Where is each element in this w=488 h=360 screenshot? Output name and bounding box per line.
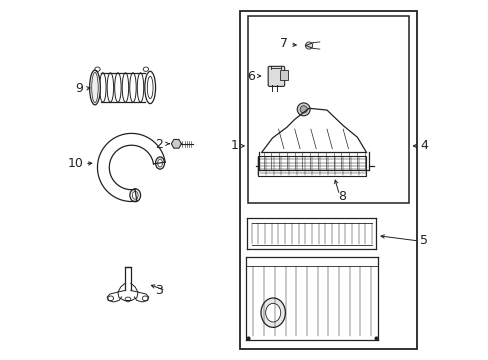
Text: 1: 1 [230,139,238,152]
Polygon shape [171,139,181,148]
Ellipse shape [158,159,162,167]
Ellipse shape [155,157,164,169]
Text: 6: 6 [247,69,255,82]
Text: 9: 9 [75,82,83,95]
Text: 3: 3 [155,284,163,297]
Bar [240,11,416,349]
Text: 10: 10 [67,157,83,170]
Text: 7: 7 [279,37,287,50]
FancyBboxPatch shape [267,66,284,86]
Ellipse shape [89,70,100,105]
Ellipse shape [108,296,113,301]
Text: 8: 8 [337,190,345,203]
Ellipse shape [142,296,148,301]
Text: 2: 2 [155,138,163,150]
Ellipse shape [265,303,280,322]
Ellipse shape [130,189,141,202]
Text: 5: 5 [419,234,427,247]
Ellipse shape [125,297,131,302]
Ellipse shape [132,191,138,199]
Text: 4: 4 [419,139,427,152]
Bar [280,69,287,80]
Bar [258,156,366,176]
Circle shape [300,106,306,113]
Ellipse shape [261,298,285,327]
Circle shape [305,42,312,49]
Circle shape [297,103,309,116]
Bar [247,16,408,203]
